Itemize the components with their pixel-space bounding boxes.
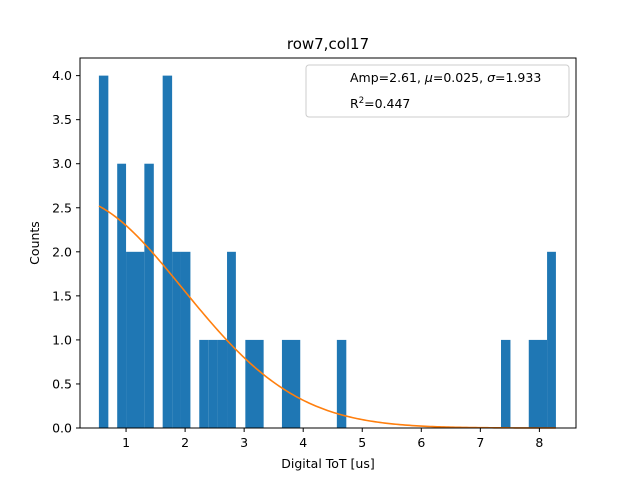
y-tick-label-3: 1.5	[52, 288, 72, 303]
y-tick-label-7: 3.5	[52, 112, 72, 127]
histogram-bar-17	[528, 339, 548, 428]
legend-box	[305, 64, 570, 118]
x-axis-ticks: 1 2 3 4 5 6 7 8	[122, 428, 543, 450]
y-tick-label-1: 0.5	[52, 376, 72, 391]
y-tick-label-0: 0.0	[52, 421, 72, 436]
histogram-bar-11	[217, 339, 228, 428]
histogram-bar-2	[117, 163, 127, 428]
y-tick-label-4: 2.0	[52, 244, 72, 259]
histogram-bar-10	[208, 339, 218, 428]
chart-title: row7,col17	[287, 35, 369, 53]
histogram-bar-4	[135, 251, 145, 428]
x-axis-label: Digital ToT [us]	[281, 456, 374, 471]
histogram-bar-5	[144, 163, 154, 428]
y-tick-label-5: 2.5	[52, 200, 72, 215]
histogram-bar-16	[501, 339, 511, 428]
histogram-bar-3	[126, 251, 136, 428]
x-tick-label-1: 1	[122, 435, 130, 450]
x-tick-label-2: 2	[181, 435, 189, 450]
histogram-bar-6	[162, 75, 173, 428]
histogram-bar-1	[98, 75, 109, 428]
legend-entry-fit-params: Amp=2.61, μ=0.025, σ=1.933	[350, 70, 541, 85]
histogram-bar-9	[199, 339, 209, 428]
x-tick-label-4: 4	[299, 435, 307, 450]
x-tick-label-7: 7	[476, 435, 484, 450]
histogram-bar-18	[547, 251, 556, 428]
y-axis-label: Counts	[27, 221, 42, 265]
y-tick-label-8: 4.0	[52, 68, 72, 83]
x-tick-label-6: 6	[417, 435, 425, 450]
x-tick-label-3: 3	[240, 435, 248, 450]
histogram-bar-14	[281, 339, 301, 428]
legend: Amp=2.61, μ=0.025, σ=1.933 R2=0.447	[305, 64, 570, 118]
y-axis-ticks: 0.0 0.5 1.0 1.5 2.0 2.5 3.0 3.5 4.0	[52, 68, 80, 436]
histogram-bar-12	[227, 251, 236, 428]
histogram-bar-15	[336, 339, 347, 428]
legend-entry-r-squared: R2=0.447	[350, 96, 410, 111]
y-tick-label-2: 1.0	[52, 332, 72, 347]
plot-area-frame	[79, 57, 577, 429]
histogram-bar-8	[180, 251, 191, 428]
y-tick-label-6: 3.0	[52, 156, 72, 171]
histogram-bar-13	[245, 339, 264, 428]
x-tick-label-8: 8	[535, 435, 543, 450]
histogram-bar-7	[172, 251, 181, 428]
histogram-bars	[98, 75, 556, 428]
x-tick-label-5: 5	[358, 435, 366, 450]
